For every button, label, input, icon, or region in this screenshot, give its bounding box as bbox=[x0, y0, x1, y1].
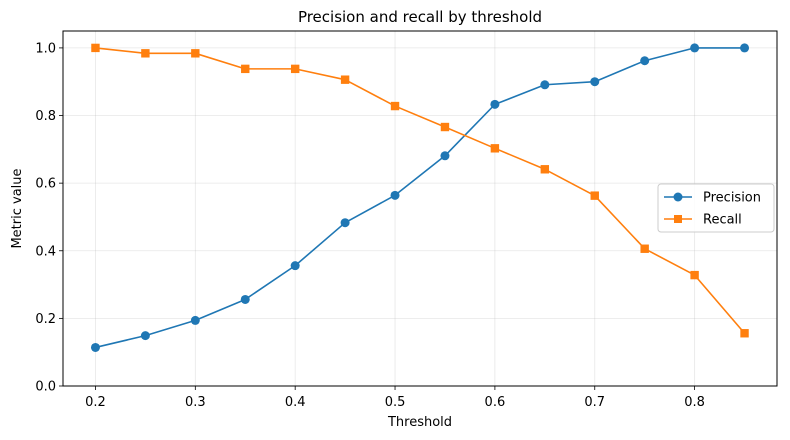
y-tick-label-0: 0.0 bbox=[35, 380, 56, 395]
x-tick-label-3: 0.5 bbox=[385, 395, 406, 410]
legend-label-precision: Precision bbox=[703, 191, 761, 206]
precision-line bbox=[95, 47, 745, 349]
y-tick-label-3: 0.6 bbox=[35, 177, 56, 192]
ticks: 0.2 0.3 0.4 0.5 0.6 0.7 0.8 0.0 0.2 0.4 0.6 0.8 1.0 bbox=[35, 41, 705, 410]
legend-marker-recall bbox=[674, 215, 682, 223]
recall-point-0 bbox=[91, 43, 100, 53]
precision-point-11 bbox=[640, 56, 650, 66]
precision-point-7 bbox=[440, 151, 450, 161]
series-layer bbox=[90, 43, 750, 352]
x-tick-label-1: 0.3 bbox=[185, 395, 206, 410]
precision-point-3 bbox=[240, 294, 250, 304]
legend-marker-precision bbox=[673, 192, 683, 202]
recall-point-8 bbox=[490, 144, 500, 153]
recall-line bbox=[95, 47, 746, 334]
recall-point-4 bbox=[290, 64, 300, 74]
recall-point-13 bbox=[740, 329, 749, 338]
recall-point-9 bbox=[540, 165, 550, 174]
legend-box bbox=[657, 183, 775, 233]
x-tick-label-4: 0.6 bbox=[485, 395, 506, 410]
precision-point-6 bbox=[390, 190, 400, 200]
recall-point-10 bbox=[590, 191, 599, 200]
precision-point-8 bbox=[490, 99, 500, 109]
recall-point-11 bbox=[640, 244, 649, 253]
series-precision bbox=[90, 43, 750, 352]
y-tick-label-5: 1.0 bbox=[35, 41, 56, 56]
precision-point-0 bbox=[90, 342, 100, 352]
y-tick-label-1: 0.2 bbox=[35, 312, 56, 327]
series-recall bbox=[91, 43, 749, 338]
plot-frame bbox=[62, 30, 778, 387]
recall-point-6 bbox=[390, 101, 400, 111]
precision-point-13 bbox=[740, 43, 750, 53]
recall-point-1 bbox=[141, 49, 150, 58]
precision-point-10 bbox=[590, 77, 600, 87]
precision-point-2 bbox=[190, 315, 200, 325]
recall-point-5 bbox=[340, 75, 350, 84]
x-tick-label-6: 0.8 bbox=[684, 395, 705, 410]
precision-point-9 bbox=[540, 80, 550, 90]
precision-point-12 bbox=[690, 43, 700, 53]
legend: Precision Recall bbox=[657, 183, 775, 233]
legend-label-recall: Recall bbox=[703, 213, 742, 228]
y-tick-label-2: 0.4 bbox=[35, 244, 56, 259]
recall-point-12 bbox=[690, 270, 699, 280]
precision-point-5 bbox=[340, 218, 350, 228]
recall-point-2 bbox=[191, 49, 200, 58]
recall-point-7 bbox=[440, 122, 450, 132]
x-tick-label-0: 0.2 bbox=[85, 395, 106, 410]
chart-title: Precision and recall by threshold bbox=[298, 8, 542, 26]
precision-point-1 bbox=[140, 331, 150, 341]
y-tick-label-4: 0.8 bbox=[35, 109, 56, 124]
recall-point-3 bbox=[241, 64, 250, 74]
x-axis-label: Threshold bbox=[387, 415, 452, 430]
precision-point-4 bbox=[290, 261, 300, 271]
y-axis-label: Metric value bbox=[10, 168, 25, 248]
x-tick-label-5: 0.7 bbox=[584, 395, 605, 410]
x-tick-label-2: 0.4 bbox=[285, 395, 306, 410]
